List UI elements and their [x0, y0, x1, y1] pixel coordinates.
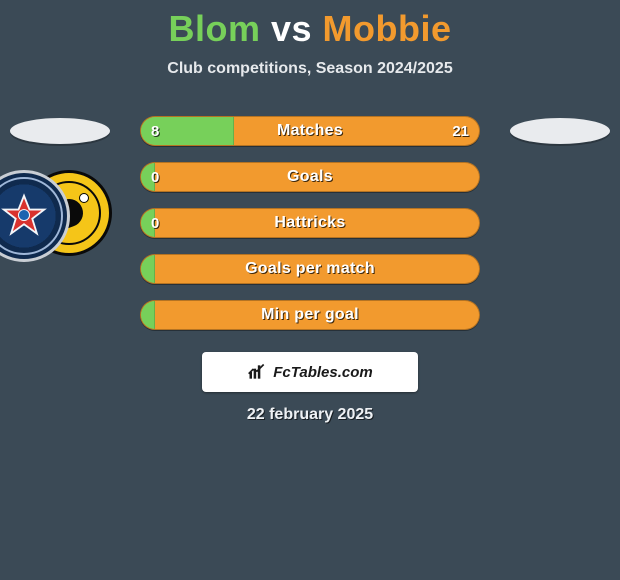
- stat-bar-left-value: 0: [151, 163, 159, 191]
- stat-bar-label: Matches: [141, 117, 479, 145]
- stat-bar-label: Goals: [141, 163, 479, 191]
- player1-avatar-placeholder: [10, 118, 110, 144]
- subtitle: Club competitions, Season 2024/2025: [0, 60, 620, 78]
- stat-bar: Goals per match: [140, 254, 480, 284]
- team-right-badge-ring: [0, 177, 63, 255]
- comparison-date: 22 february 2025: [0, 406, 620, 424]
- comparison-title: Blom vs Mobbie: [0, 0, 620, 50]
- stat-bar: Hattricks0: [140, 208, 480, 238]
- stat-bar: Min per goal: [140, 300, 480, 330]
- chart-icon: [247, 362, 267, 382]
- comparison-stage: Matches821Goals0Hattricks0Goals per matc…: [0, 106, 620, 198]
- stat-bar: Goals0: [140, 162, 480, 192]
- stat-bar-label: Goals per match: [141, 255, 479, 283]
- stat-bars: Matches821Goals0Hattricks0Goals per matc…: [140, 116, 480, 346]
- stat-bar-left-value: 8: [151, 117, 159, 145]
- player1-name: Blom: [168, 8, 260, 49]
- player2-name: Mobbie: [323, 8, 452, 49]
- source-badge: FcTables.com: [202, 352, 418, 392]
- player2-avatar-placeholder: [510, 118, 610, 144]
- stat-bar-left-value: 0: [151, 209, 159, 237]
- ball-icon: [79, 193, 89, 203]
- vs-text: vs: [271, 8, 312, 49]
- stat-bar-right-value: 21: [452, 117, 469, 145]
- stat-bar-label: Hattricks: [141, 209, 479, 237]
- stat-bar-label: Min per goal: [141, 301, 479, 329]
- source-text: FcTables.com: [273, 364, 372, 381]
- stat-bar: Matches8 21: [140, 116, 480, 146]
